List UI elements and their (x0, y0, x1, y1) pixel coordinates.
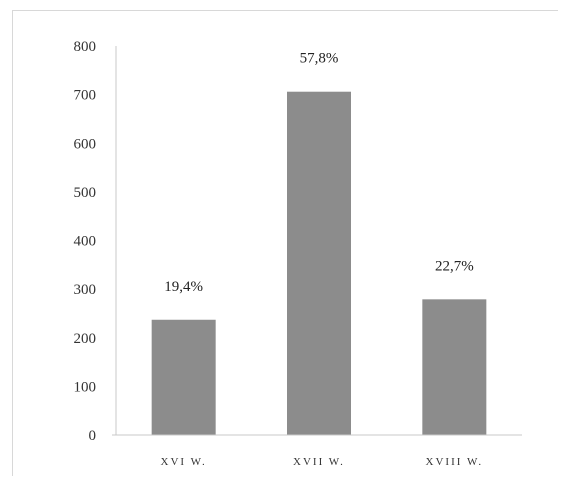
y-tick-label: 200 (74, 331, 97, 347)
x-tick-label: XVII W. (293, 456, 345, 468)
y-tick-label: 600 (74, 136, 97, 152)
y-axis: 0 100 200 300 400 500 600 700 800 (74, 39, 117, 444)
data-label: 22,7% (435, 258, 474, 274)
data-label: 57,8% (300, 51, 339, 67)
chart-frame (12, 10, 558, 476)
y-tick-label: 0 (89, 428, 97, 444)
bar (287, 91, 351, 436)
bar (151, 319, 216, 435)
y-tick-label: 800 (74, 39, 97, 55)
bars (151, 91, 487, 436)
x-tick-label: XVI W. (161, 456, 207, 468)
y-tick-label: 500 (74, 185, 97, 201)
y-tick-label: 300 (74, 282, 97, 298)
data-label: 19,4% (164, 279, 203, 295)
bar (422, 299, 487, 435)
x-axis: XVI W. XVII W. XVIII W. (112, 434, 522, 468)
data-labels: 19,4% 57,8% 22,7% (164, 51, 473, 295)
y-tick-label: 100 (74, 379, 97, 395)
x-tick-label: XVIII W. (426, 456, 484, 468)
y-tick-label: 400 (74, 234, 97, 250)
y-tick-label: 700 (74, 88, 97, 104)
